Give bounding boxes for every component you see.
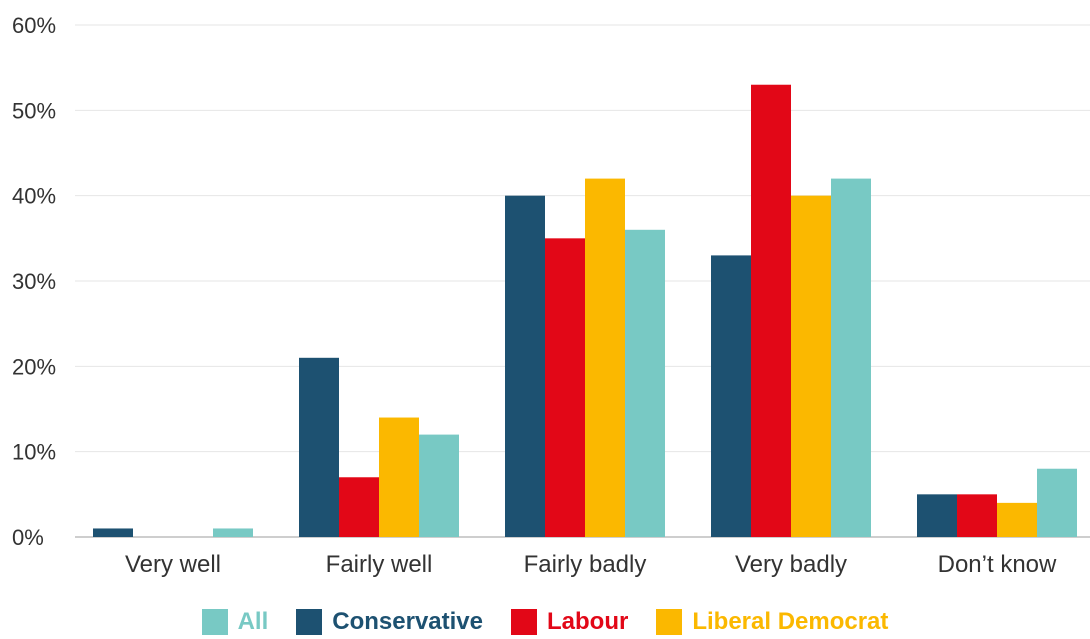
y-axis-ticks: 0% 10% 20% 30% 40% 50% 60% xyxy=(12,13,56,550)
legend-swatch xyxy=(201,608,228,635)
y-tick-label: 50% xyxy=(12,98,56,123)
y-tick-label: 60% xyxy=(12,13,56,38)
bar xyxy=(751,84,791,537)
legend-label: All xyxy=(237,607,269,635)
bar xyxy=(711,255,751,537)
legend-swatch xyxy=(296,608,323,635)
legend: All Conservative Labour Liberal Democrat xyxy=(0,604,1090,639)
bar xyxy=(299,357,339,537)
bar xyxy=(585,178,625,537)
x-category-label: Very badly xyxy=(735,551,847,578)
y-tick-label: 0% xyxy=(12,525,44,550)
bar xyxy=(957,494,997,537)
x-category-label: Fairly well xyxy=(326,551,433,578)
bar xyxy=(419,434,459,537)
x-category-label: Don’t know xyxy=(938,551,1057,578)
bar xyxy=(505,195,545,537)
legend-swatch xyxy=(511,608,537,635)
legend-label: Conservative xyxy=(332,607,483,635)
bar xyxy=(831,178,871,537)
bar xyxy=(213,528,253,537)
legend-item: Conservative xyxy=(296,608,483,636)
y-tick-label: 30% xyxy=(12,269,56,294)
y-tick-label: 40% xyxy=(12,184,56,209)
y-tick-label: 10% xyxy=(12,440,56,465)
x-category-label: Fairly badly xyxy=(524,551,647,578)
bar xyxy=(93,528,133,537)
bar xyxy=(1037,468,1077,537)
bar xyxy=(997,502,1037,537)
bar xyxy=(791,195,831,537)
bar-chart: 0% 10% 20% 30% 40% 50% 60% Very well Fairly wel… xyxy=(12,13,1090,578)
legend-label: Liberal Democrat xyxy=(692,607,889,635)
x-axis-categories: Very well Fairly well Fairly badly Very bad… xyxy=(125,551,1057,578)
y-tick-label: 20% xyxy=(12,354,56,379)
legend-swatch xyxy=(656,608,683,635)
bar xyxy=(339,477,379,537)
legend-item: Liberal Democrat xyxy=(656,608,888,636)
bars xyxy=(93,84,1077,538)
bar xyxy=(545,238,585,538)
bar xyxy=(917,494,957,537)
legend-item: Labour xyxy=(511,608,628,636)
legend-label: Labour xyxy=(547,607,629,635)
bar xyxy=(625,229,665,538)
legend-item: All xyxy=(201,607,269,636)
bar xyxy=(379,417,419,537)
x-category-label: Very well xyxy=(125,551,221,578)
